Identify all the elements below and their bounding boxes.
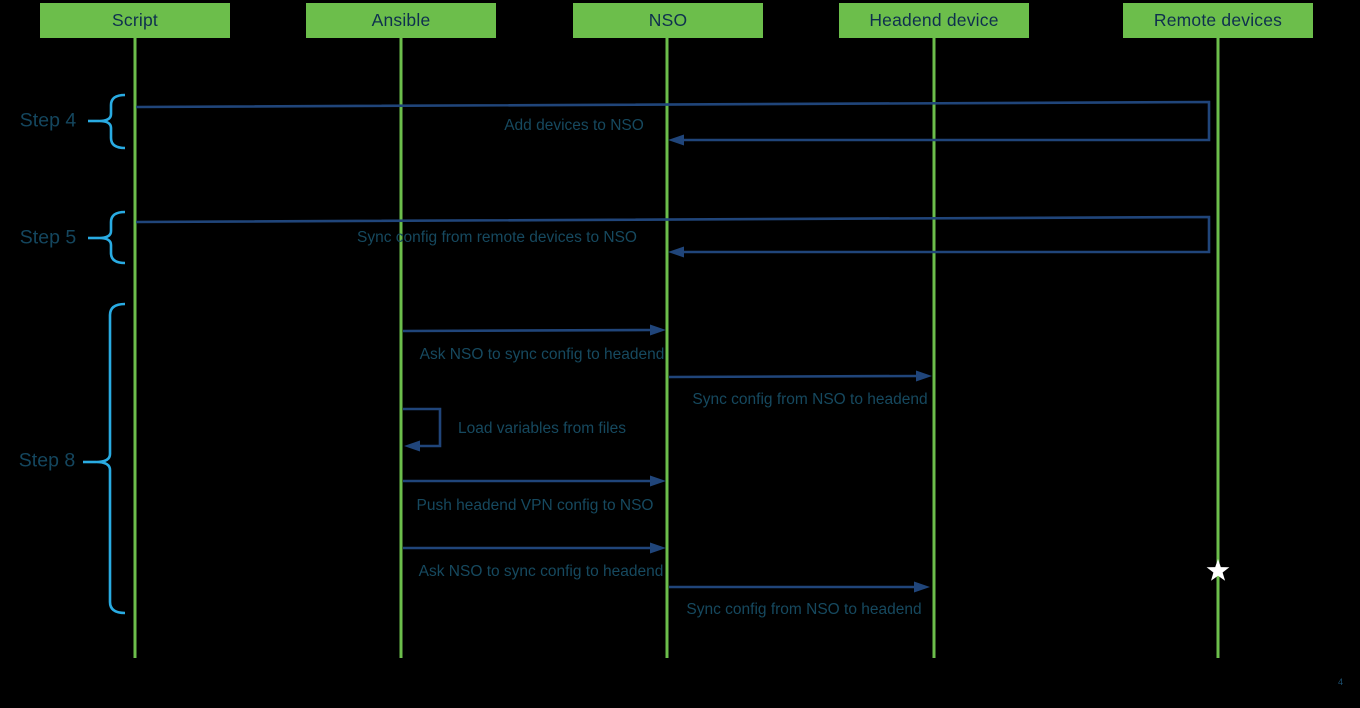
message-label-sync-remote: Sync config from remote devices to NSO [357,229,637,246]
arrowhead-right-icon [650,475,666,487]
step-label-4: Step 4 [19,109,77,132]
arrow-ask-nso-sync-1 [402,328,653,333]
arrowhead-right-icon [650,324,666,336]
arrow-self-loop-load-variables [403,407,442,448]
star-icon [1206,559,1230,581]
message-label-sync-headend-2: Sync config from NSO to headend [686,601,922,618]
arrowhead-left-icon [668,246,684,258]
message-label-load-variables: Load variables from files [458,420,626,437]
message-label-ask-sync-2: Ask NSO to sync config to headend [418,563,664,580]
arrow-add-devices-to-nso [135,100,1211,146]
message-label-push-vpn-config: Push headend VPN config to NSO [416,497,654,514]
actor-nso: NSO [573,3,763,38]
message-label-add-devices: Add devices to NSO [504,117,644,134]
actor-remote-devices: Remote devices [1123,3,1313,38]
bracket-step-8 [95,302,126,615]
bracket-step-4 [98,93,126,150]
lifelines [133,38,1220,658]
step-label-5: Step 5 [19,226,77,249]
arrowhead-right-icon [914,581,930,593]
arrowhead-left-icon [668,134,684,146]
arrowhead-left-icon [404,440,420,452]
arrow-sync-remote-to-nso [135,215,1211,258]
step8-arrows [402,324,932,593]
bracket-step-5 [98,210,126,265]
actor-script: Script [40,3,230,38]
arrowhead-right-icon [650,542,666,554]
message-label-ask-sync-1: Ask NSO to sync config to headend [419,346,665,363]
actor-headend-device: Headend device [839,3,1029,38]
message-label-sync-headend-1: Sync config from NSO to headend [692,391,928,408]
arrowhead-right-icon [916,370,932,382]
actor-ansible: Ansible [306,3,496,38]
step-brackets [83,93,126,615]
page-number: 4 [1338,677,1344,687]
step-label-8: Step 8 [18,449,76,472]
arrow-sync-nso-headend-1 [668,374,919,379]
